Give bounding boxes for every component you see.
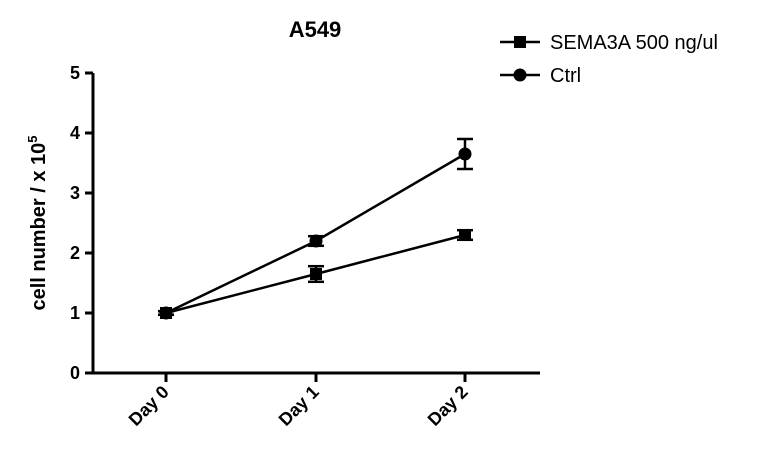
legend-circle-marker [513, 68, 527, 82]
y-tick-label: 0 [70, 363, 80, 383]
y-axis-label: cell number / x 105 [25, 135, 50, 310]
y-axis-label-exponent: 5 [25, 135, 40, 142]
data-point [458, 147, 472, 161]
y-axis-label-main: cell number / x 10 [28, 143, 50, 311]
legend-square-marker [514, 36, 526, 48]
legend-item: Ctrl [500, 65, 581, 87]
legend: SEMA3A 500 ng/ul Ctrl [500, 32, 718, 87]
y-tick-label: 2 [70, 243, 80, 263]
series-ctrl [158, 137, 473, 320]
data-point [310, 268, 322, 280]
y-tick-label: 5 [70, 63, 80, 83]
chart-title: A549 [289, 17, 342, 42]
data-point [459, 229, 471, 241]
legend-item: SEMA3A 500 ng/ul [500, 32, 718, 54]
x-tick-label: Day 0 [125, 382, 173, 430]
y-tick-label: 4 [70, 123, 80, 143]
data-point [159, 306, 173, 320]
legend-label: Ctrl [550, 65, 581, 87]
series-line [165, 152, 466, 315]
series-layer [158, 137, 473, 320]
data-point [309, 234, 323, 248]
y-tick-label: 3 [70, 183, 80, 203]
legend-label: SEMA3A 500 ng/ul [550, 32, 718, 54]
x-tick-label: Day 1 [275, 382, 323, 430]
y-tick-label: 1 [70, 303, 80, 323]
x-tick-label: Day 2 [424, 382, 472, 430]
